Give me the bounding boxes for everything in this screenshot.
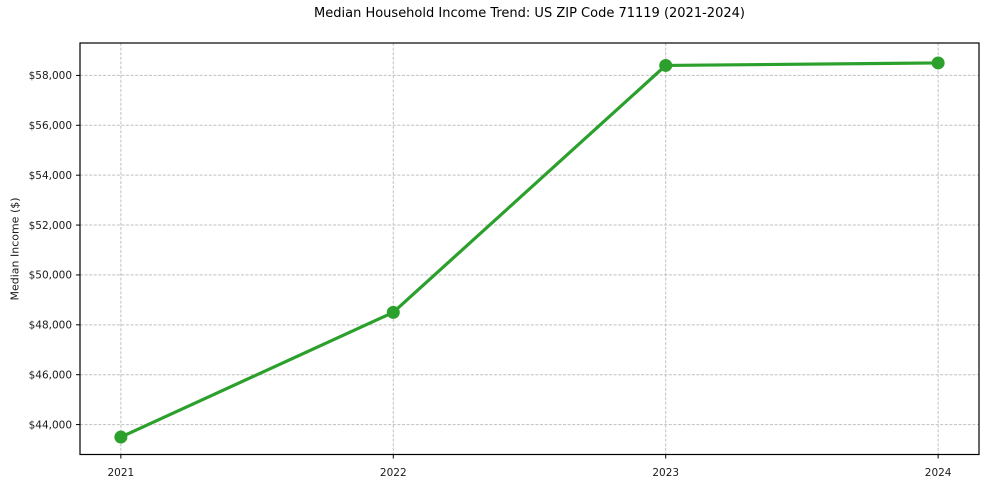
x-tick-label: 2024 bbox=[925, 467, 952, 479]
data-point-marker bbox=[931, 56, 945, 70]
x-tick-label: 2022 bbox=[380, 467, 407, 479]
trend-line bbox=[119, 61, 940, 439]
y-axis-label: Median Income ($) bbox=[8, 197, 22, 301]
plot-border bbox=[79, 42, 980, 456]
y-tick-label: $58,000 bbox=[29, 70, 72, 82]
data-point-marker bbox=[114, 430, 128, 444]
data-point-marker bbox=[386, 305, 400, 319]
y-tick-label: $44,000 bbox=[29, 419, 72, 431]
y-tick-label: $50,000 bbox=[29, 270, 72, 282]
x-tick-label: 2023 bbox=[652, 467, 679, 479]
y-tick-label: $52,000 bbox=[29, 220, 72, 232]
x-tick-label: 2021 bbox=[107, 467, 134, 479]
data-point-marker bbox=[659, 58, 673, 72]
y-tick-label: $48,000 bbox=[29, 320, 72, 332]
y-tick-label: $56,000 bbox=[29, 120, 72, 132]
chart-title: Median Household Income Trend: US ZIP Co… bbox=[314, 6, 745, 21]
y-tick-label: $46,000 bbox=[29, 369, 72, 381]
y-tick-label: $54,000 bbox=[29, 170, 72, 182]
